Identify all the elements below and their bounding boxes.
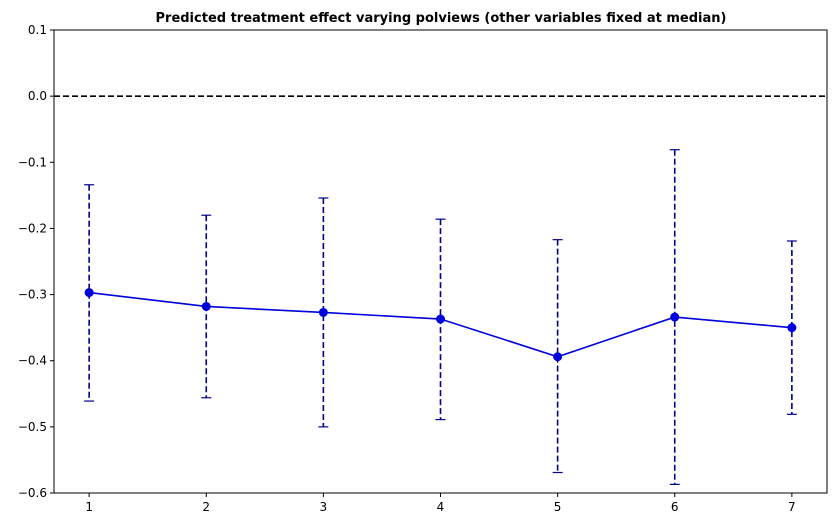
x-tick-label: 3 — [320, 500, 328, 514]
data-point — [84, 288, 94, 298]
x-tick-label: 4 — [437, 500, 445, 514]
x-tick-label: 2 — [202, 500, 210, 514]
y-tick-label: −0.5 — [18, 420, 47, 434]
plot-area — [54, 95, 827, 486]
y-tick-label: −0.6 — [18, 486, 47, 500]
data-point — [553, 352, 563, 362]
data-point — [670, 312, 680, 322]
data-point — [318, 307, 328, 317]
x-tick-label: 7 — [788, 500, 796, 514]
x-tick-label: 5 — [554, 500, 562, 514]
y-tick-label: −0.3 — [18, 288, 47, 302]
chart-title: Predicted treatment effect varying polvi… — [156, 11, 727, 26]
data-point — [436, 314, 445, 324]
y-tick-label: −0.2 — [18, 221, 47, 235]
axes: 0.1 0.0 −0.1 −0.2 −0.3 −0.4 −0.5 −0.6 1 2 3 4 5 6 7 — [18, 23, 796, 514]
x-tick-label: 1 — [85, 500, 93, 514]
data-point — [201, 301, 211, 311]
x-tick-label: 6 — [671, 500, 679, 514]
y-tick-label: 0.0 — [28, 89, 47, 103]
data-point — [787, 323, 797, 333]
y-tick-label: −0.1 — [18, 155, 47, 169]
y-tick-label: −0.4 — [18, 354, 47, 368]
y-tick-label: 0.1 — [28, 23, 47, 37]
